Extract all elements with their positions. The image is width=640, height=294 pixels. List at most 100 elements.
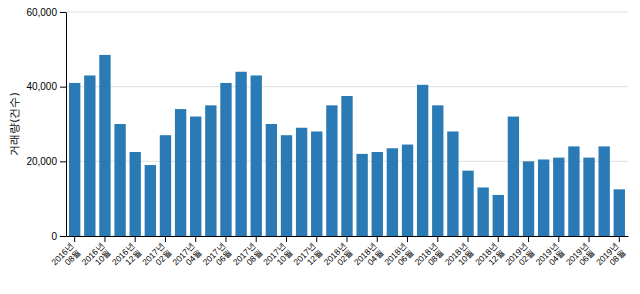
x-tick: 2016년10월	[80, 236, 113, 274]
bar	[614, 189, 625, 236]
y-tick-label: 60,000	[26, 7, 57, 18]
x-tick-mark	[225, 236, 226, 242]
x-axis: 2016년08월2016년10월2016년12월2017년02월2017년04월…	[49, 236, 628, 274]
y-tick-mark	[60, 12, 66, 13]
x-tick-mark	[74, 236, 75, 242]
x-tick: 2018년04월	[352, 236, 385, 274]
x-tick: 2018년12월	[473, 236, 506, 274]
chart-svg: 0 20,000 40,000 60,000 2016년08월2016년10월2016년…	[0, 0, 640, 294]
bar	[417, 85, 428, 236]
x-tick: 2019년04월	[533, 236, 566, 274]
x-tick: 2016년08월	[49, 236, 82, 274]
bar	[99, 55, 110, 236]
x-tick-label: 2018년02월	[322, 240, 355, 273]
x-tick: 2018년06월	[382, 236, 415, 274]
y-tick-label: 0	[51, 231, 57, 242]
x-tick-label-line: 02월	[335, 247, 355, 267]
bar	[599, 146, 610, 236]
x-tick-label-line: 04월	[184, 247, 204, 267]
bar	[326, 105, 337, 236]
x-tick-mark	[316, 236, 317, 242]
grid	[66, 12, 628, 236]
bar	[432, 105, 443, 236]
bar	[402, 145, 413, 236]
x-tick-mark	[619, 236, 620, 242]
x-tick-label: 2019년02월	[503, 240, 536, 273]
x-tick-label: 2019년06월	[564, 240, 597, 273]
x-tick-label: 2018년06월	[382, 240, 415, 273]
bar	[447, 131, 458, 236]
x-tick-mark	[498, 236, 499, 242]
bar	[523, 161, 534, 236]
x-tick-label-line: 10월	[456, 247, 476, 267]
x-tick-mark	[347, 236, 348, 242]
bar	[296, 128, 307, 236]
x-tick: 2017년02월	[140, 236, 173, 274]
x-tick-label: 2016년10월	[80, 240, 113, 273]
x-tick-label-line: 04월	[547, 247, 567, 267]
bar	[477, 187, 488, 236]
x-tick: 2019년08월	[594, 236, 627, 274]
bar	[311, 131, 322, 236]
x-tick-label-line: 08월	[426, 247, 446, 267]
x-tick: 2019년02월	[503, 236, 536, 274]
x-tick-label: 2017년04월	[170, 240, 203, 273]
x-tick-label: 2016년12월	[110, 240, 143, 273]
x-tick-label-line: 12월	[305, 247, 325, 267]
grid-line	[66, 12, 628, 13]
x-tick: 2017년04월	[170, 236, 203, 274]
x-tick-label-line: 02월	[517, 247, 537, 267]
x-tick-label: 2018년08월	[412, 240, 445, 273]
bar	[69, 83, 80, 236]
x-tick-label-line: 06월	[214, 247, 234, 267]
bar	[508, 117, 519, 236]
x-tick-label: 2017년10월	[261, 240, 294, 273]
bar	[114, 124, 125, 236]
bar	[251, 75, 262, 236]
bars	[69, 55, 625, 236]
x-tick: 2019년06월	[564, 236, 597, 274]
x-tick-mark	[558, 236, 559, 242]
x-tick-label-line: 10월	[274, 247, 294, 267]
bar	[341, 96, 352, 236]
x-tick-mark	[256, 236, 257, 242]
bar	[220, 83, 231, 236]
x-tick-label-line: 06월	[577, 247, 597, 267]
x-tick-label-line: 04월	[365, 247, 385, 267]
plot-area: 0 20,000 40,000 60,000 2016년08월2016년10월2016년…	[26, 7, 628, 274]
x-tick-mark	[165, 236, 166, 242]
x-tick-label: 2016년08월	[49, 240, 82, 273]
x-tick-label-line: 08월	[63, 247, 83, 267]
x-tick-label: 2018년04월	[352, 240, 385, 273]
x-tick-label-line: 08월	[244, 247, 264, 267]
x-tick-label: 2019년08월	[594, 240, 627, 273]
bar	[266, 124, 277, 236]
x-tick: 2018년10월	[443, 236, 476, 274]
bar	[553, 158, 564, 236]
x-tick-mark	[528, 236, 529, 242]
x-tick-label: 2017년08월	[231, 240, 264, 273]
x-tick-mark	[377, 236, 378, 242]
y-axis: 0 20,000 40,000 60,000	[26, 7, 66, 242]
x-tick-label-line: 12월	[123, 247, 143, 267]
y-tick: 40,000	[26, 81, 66, 92]
y-tick-mark	[60, 236, 66, 237]
y-tick: 20,000	[26, 156, 66, 167]
x-tick-label: 2019년04월	[533, 240, 566, 273]
y-tick: 60,000	[26, 7, 66, 18]
x-tick-mark	[135, 236, 136, 242]
x-tick-label-line: 08월	[607, 247, 627, 267]
x-tick-label-line: 02월	[153, 247, 173, 267]
y-tick-label: 40,000	[26, 81, 57, 92]
x-tick-label-line: 06월	[396, 247, 416, 267]
bar	[84, 75, 95, 236]
bar	[372, 152, 383, 236]
y-tick-mark	[60, 87, 66, 88]
x-tick: 2017년06월	[201, 236, 234, 274]
bar	[160, 135, 171, 236]
x-tick-label-line: 12월	[486, 247, 506, 267]
x-tick-label: 2018년12월	[473, 240, 506, 273]
bar	[235, 72, 246, 236]
y-axis-title: 거래량(건수)	[8, 92, 21, 156]
x-tick: 2017년08월	[231, 236, 264, 274]
